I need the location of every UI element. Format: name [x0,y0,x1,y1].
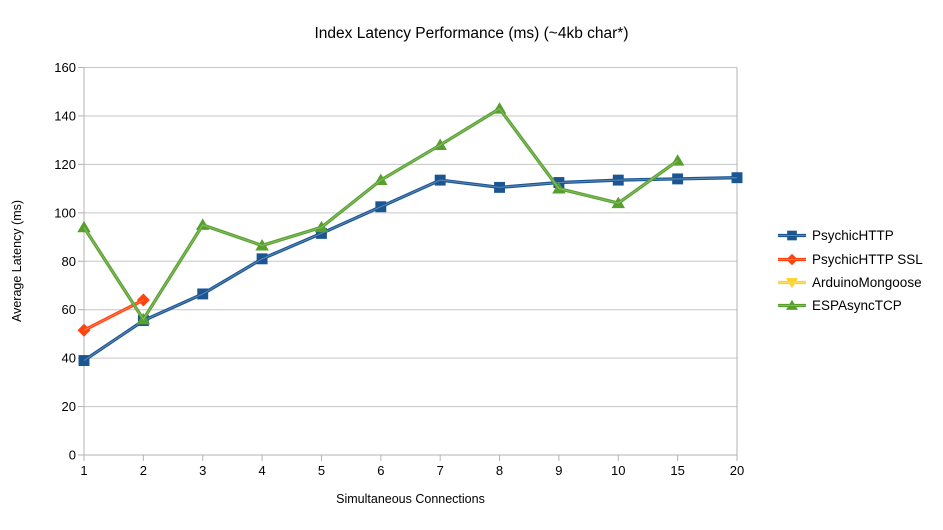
diamond-markers [77,293,150,337]
line-triangle-up-marker-icon [778,300,806,311]
svg-text:160: 160 [54,60,76,75]
svg-text:60: 60 [62,302,76,317]
legend-item-espasynctcp: ESPAsyncTCP [777,294,923,317]
y-tick-labels: 0 20 40 60 80 100 120 140 160 [54,60,76,463]
svg-text:6: 6 [377,463,384,478]
line-triangle-down-marker-icon [778,278,806,289]
svg-text:120: 120 [54,157,76,172]
svg-text:15: 15 [670,463,684,478]
svg-text:80: 80 [62,254,76,269]
legend-label: PsychicHTTP [812,228,894,244]
svg-text:140: 140 [54,108,76,123]
x-tick-labels: 1 2 3 4 5 6 7 8 9 10 15 20 [80,463,744,478]
legend-label: ArduinoMongoose [812,274,922,290]
svg-text:7: 7 [437,463,444,478]
legend-item-psychichttp: PsychicHTTP [777,224,923,247]
svg-text:5: 5 [318,463,325,478]
legend-label: PsychicHTTP SSL [812,251,923,267]
svg-text:10: 10 [611,463,625,478]
legend-item-psychichttp-ssl: PsychicHTTP SSL [777,247,923,270]
triangle-up-markers [77,102,685,325]
svg-text:1: 1 [80,463,87,478]
svg-text:40: 40 [62,351,76,366]
series-espasynctcp [77,102,685,325]
gridlines [84,67,737,456]
line-diamond-marker-icon [778,253,806,265]
y-axis-title: Average Latency (ms) [10,199,24,323]
legend-item-arduinomongoose: ArduinoMongoose [777,271,923,294]
chart-title: Index Latency Performance (ms) (~4kb cha… [314,25,629,42]
svg-text:9: 9 [555,463,562,478]
line-square-marker-icon [778,230,806,241]
svg-text:20: 20 [62,399,76,414]
svg-text:0: 0 [69,448,76,463]
axes [78,67,738,461]
svg-text:4: 4 [258,463,265,478]
series-psychichttp [78,172,743,367]
square-markers [78,172,743,367]
x-axis-title: Simultaneous Connections [336,492,485,506]
legend-label: ESPAsyncTCP [812,298,902,314]
svg-text:3: 3 [199,463,206,478]
svg-text:8: 8 [496,463,503,478]
legend: PsychicHTTP PsychicHTTP SSL ArduinoMongo… [777,224,923,318]
svg-text:100: 100 [54,205,76,220]
svg-text:20: 20 [730,463,744,478]
svg-text:2: 2 [140,463,147,478]
